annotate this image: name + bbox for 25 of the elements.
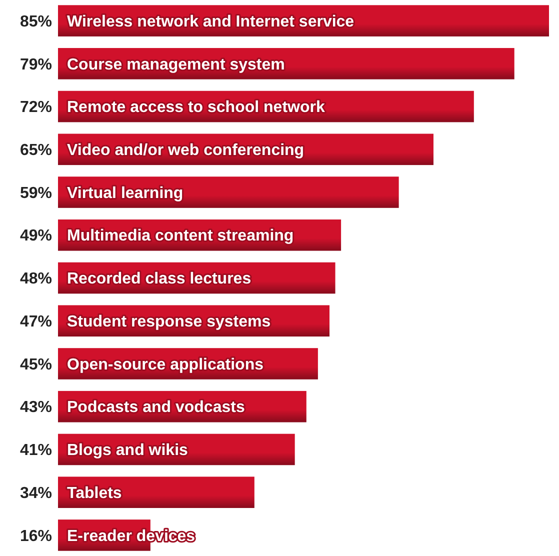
data-label: 59% <box>20 184 52 202</box>
y-tick-label: Student response systems <box>67 313 271 330</box>
y-tick-label: Podcasts and vodcasts <box>67 399 245 416</box>
y-tick-label: Tablets <box>67 484 122 502</box>
data-label: 16% <box>20 528 52 545</box>
y-tick-label: Video and/or web conferencing <box>67 142 304 159</box>
data-label: 34% <box>20 484 52 502</box>
y-tick-label: Remote access to school network <box>67 99 325 116</box>
data-label: 85% <box>20 13 52 30</box>
y-tick-label: Open-source applications <box>67 356 264 374</box>
y-tick-label: Multimedia content streaming <box>67 228 294 245</box>
data-label: 48% <box>20 270 52 288</box>
data-label: 72% <box>20 99 52 116</box>
y-tick-label: Recorded class lectures <box>67 270 252 288</box>
data-label: 47% <box>20 313 52 330</box>
y-tick-label: Virtual learning <box>67 184 184 202</box>
data-label: 43% <box>20 399 52 416</box>
y-tick-label: Course management system <box>67 56 285 74</box>
data-label: 79% <box>20 56 52 74</box>
y-tick-label: Blogs and wikis <box>67 442 188 460</box>
data-label: 41% <box>20 442 52 460</box>
data-label: 45% <box>20 356 52 374</box>
data-label: 49% <box>20 228 52 245</box>
data-label: 65% <box>20 142 52 159</box>
y-tick-label: Wireless network and Internet service <box>67 13 354 30</box>
